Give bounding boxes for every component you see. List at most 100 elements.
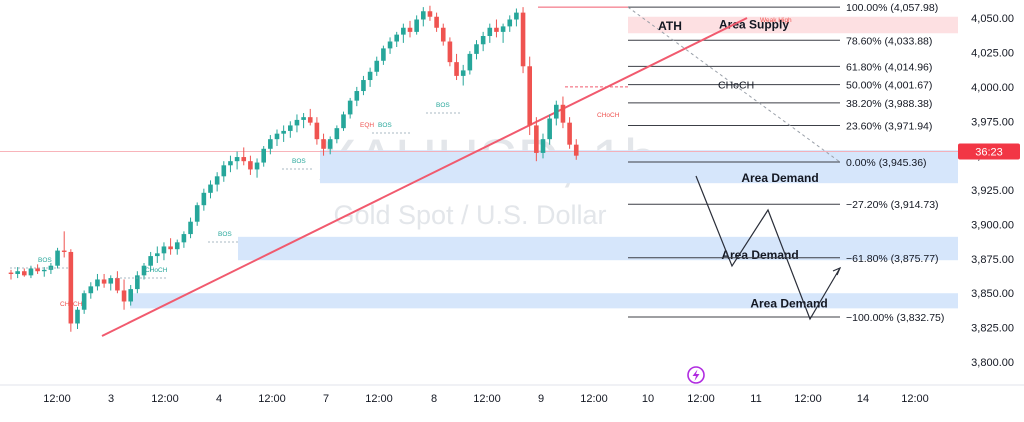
fib-level-label-0: 100.00% (4,057.98): [846, 2, 938, 14]
zone-supply-0: [628, 16, 958, 34]
choch-label-3: CHoCH: [597, 112, 620, 119]
candle-40: [274, 129, 280, 147]
candle-38: [261, 146, 266, 167]
choch-label-1: CHoCH: [60, 301, 83, 308]
candle-0: [8, 269, 14, 280]
candle-body-3: [28, 268, 34, 276]
candle-57: [387, 37, 393, 54]
candle-body-9: [68, 251, 74, 324]
projection-layer: [695, 175, 842, 321]
bos-label-5: BOS: [436, 102, 450, 109]
candle-1: [15, 267, 20, 279]
candle-23: [161, 242, 167, 261]
fib-level-label-8: −61.80% (3,875.77): [846, 253, 939, 265]
candle-body-49: [334, 128, 340, 140]
fib-level-label-9: −100.00% (3,832.75): [846, 312, 944, 324]
candle-body-68: [460, 70, 466, 76]
time-tick-label-9: 9: [538, 393, 544, 405]
candle-83: [560, 96, 566, 129]
candle-24: [168, 238, 173, 255]
choch-label-2: CHoCH: [145, 267, 168, 274]
candle-body-83: [560, 104, 566, 123]
time-tick-label-14: 12:00: [794, 393, 822, 405]
candle-71: [480, 31, 486, 52]
time-tick-label-16: 12:00: [901, 393, 929, 405]
candle-59: [401, 23, 406, 43]
time-tick-label-2: 12:00: [151, 393, 179, 405]
time-axis[interactable]: 12:00 3 12:00 4 12:00 7 12:00 8 12:00 9 12:00 10 12:…: [43, 393, 929, 405]
candle-body-63: [427, 11, 433, 17]
candle-42: [288, 121, 293, 138]
candle-body-21: [148, 256, 153, 266]
candle-body-35: [241, 157, 247, 162]
lightning-icon[interactable]: [687, 366, 705, 384]
candle-body-53: [361, 80, 366, 92]
time-tick-label-6: 12:00: [365, 393, 393, 405]
candle-82: [554, 100, 559, 126]
candle-47: [321, 133, 326, 156]
candle-body-42: [288, 125, 293, 131]
watermark-description: Gold Spot / U.S. Dollar: [333, 200, 606, 230]
price-axis[interactable]: 4,075.004,050.004,025.004,000.003,975.00…: [971, 0, 1014, 369]
candle-49: [334, 125, 340, 144]
zone-label-0: Area Supply: [719, 18, 789, 32]
price-tick-label-4: 3,975.00: [971, 116, 1014, 128]
candle-7: [55, 247, 60, 269]
candle-body-65: [440, 27, 446, 42]
candle-body-84: [567, 122, 572, 145]
time-tick-label-4: 12:00: [258, 393, 286, 405]
candle-3: [28, 265, 34, 279]
candle-body-32: [221, 165, 227, 177]
time-tick-label-15: 14: [857, 393, 869, 405]
candle-body-46: [314, 122, 320, 140]
candle-body-16: [115, 278, 120, 291]
candle-63: [427, 5, 433, 21]
candle-76: [514, 8, 519, 27]
candle-17: [121, 279, 127, 310]
candle-body-61: [414, 19, 419, 32]
candle-body-71: [480, 36, 486, 45]
candle-11: [81, 290, 87, 314]
time-tick-label-8: 12:00: [473, 393, 501, 405]
candle-32: [221, 161, 227, 182]
candle-body-1: [15, 271, 20, 274]
candle-26: [181, 231, 187, 248]
candle-51: [347, 97, 353, 119]
bos-label-2: BOS: [218, 231, 232, 238]
candle-body-82: [554, 104, 559, 119]
candle-80: [540, 133, 546, 159]
trendline-layer: [101, 6, 748, 337]
zone-demand-1: [320, 150, 958, 184]
candle-body-10: [75, 309, 80, 324]
candle-85: [573, 139, 579, 160]
candle-84: [567, 117, 572, 149]
candle-body-73: [494, 27, 499, 32]
candle-43: [294, 114, 300, 133]
candle-54: [367, 67, 373, 87]
candle-body-14: [101, 279, 107, 284]
time-tick-label-13: 11: [750, 393, 761, 405]
price-tick-label-3: 4,000.00: [971, 82, 1014, 94]
candle-body-8: [61, 250, 67, 252]
candle-19: [135, 271, 140, 294]
candle-body-41: [281, 130, 286, 134]
candle-4: [35, 264, 40, 274]
fib-level-label-7: −27.20% (3,914.73): [846, 199, 939, 211]
time-tick-label-3: 4: [216, 393, 222, 405]
candle-68: [460, 64, 466, 86]
candle-body-30: [208, 184, 213, 193]
candle-body-25: [174, 242, 180, 250]
candle-25: [174, 239, 180, 255]
candle-body-2: [22, 271, 27, 276]
candle-body-36: [248, 161, 253, 170]
candle-53: [361, 75, 366, 96]
candle-body-74: [500, 26, 506, 32]
candle-body-44: [301, 117, 306, 120]
candle-body-50: [341, 114, 346, 129]
time-tick-label-7: 8: [431, 393, 437, 405]
fib-diagonal: [627, 6, 841, 163]
candle-67: [454, 53, 459, 81]
